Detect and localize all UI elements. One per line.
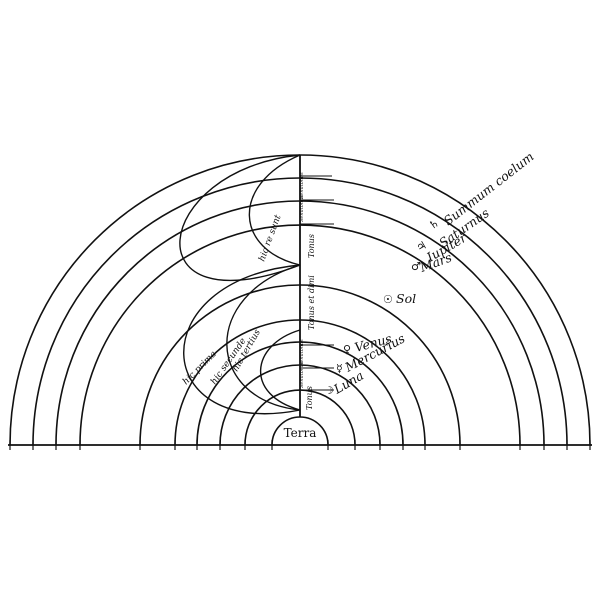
interval-cells: Tonus Tonus et dimi Tonus Semitonus Semi…: [299, 172, 334, 410]
label-sol: ☉ Sol: [383, 291, 416, 306]
crescent-lower-outer: [183, 264, 301, 415]
mercurius-symbol: ☿: [336, 362, 343, 375]
crescent-lower-middle: [226, 264, 301, 411]
interval-tonus-top: Tonus: [307, 234, 316, 258]
luna-symbol: ☽: [324, 384, 334, 397]
saturnus-symbol: ♄: [426, 216, 442, 232]
sol-label: Sol: [396, 291, 416, 306]
interval-semitonus-3: Semitonus: [299, 339, 305, 366]
crescent-lower-inner: [260, 329, 301, 411]
mars-symbol: ♂: [411, 260, 421, 273]
interval-tonus-bottom: Tonus: [305, 386, 314, 410]
venus-symbol: ♀: [343, 343, 351, 356]
sol-symbol: ☉: [383, 293, 393, 306]
interval-tonus-dimidium: Tonus et dimi: [307, 275, 316, 330]
interval-semitonus-1: Semitonus: [299, 172, 305, 199]
interval-crescents: [179, 154, 301, 415]
interval-semitonus-4: Semitonus: [299, 361, 305, 388]
terra-label: Terra: [284, 426, 317, 440]
interval-semitonus-2: Semitonus: [299, 195, 305, 222]
crescent-upper-inner: [248, 154, 301, 266]
baseline: [8, 440, 592, 450]
crescent-label-upper: hic re sunt: [257, 213, 283, 263]
